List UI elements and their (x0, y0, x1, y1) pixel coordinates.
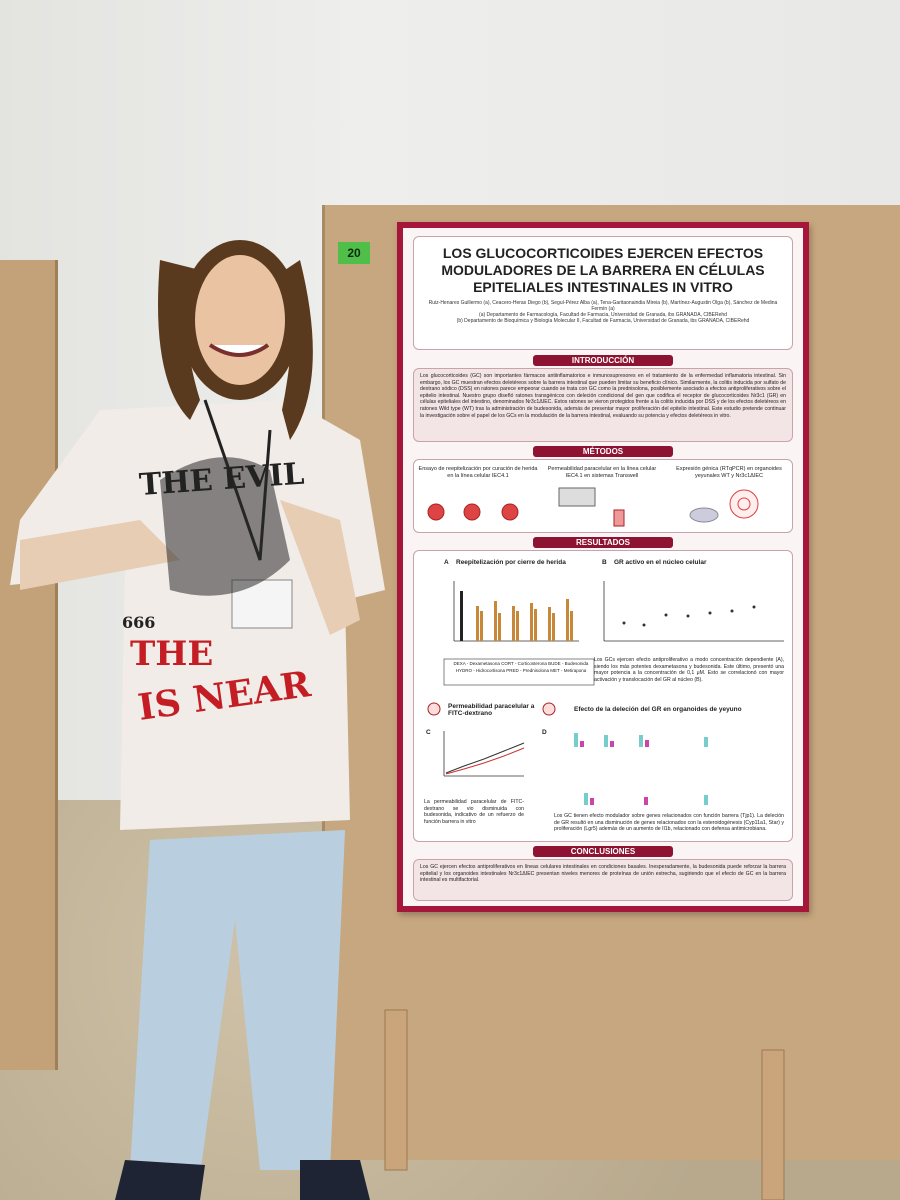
results-text: Los GC tienen efecto modulador sobre gen… (554, 813, 784, 833)
title-box: LOS GLUCOCORTICOIDES EJERCEN EFECTOS MOD… (413, 236, 793, 350)
panel-title: GR activo en el núcleo celular (614, 559, 707, 566)
poster: LOS GLUCOCORTICOIDES EJERCEN EFECTOS MOD… (397, 222, 809, 912)
section-heading: MÉTODOS (533, 446, 673, 457)
results-figures (427, 581, 784, 805)
side-board (0, 260, 58, 1070)
shirt-text: THE (130, 634, 213, 674)
results-text: La permeabilidad paracelular de FITC-dex… (424, 799, 524, 825)
intro-text: Los glucocorticoides (GC) son importante… (420, 373, 786, 419)
intro-box: Los glucocorticoides (GC) son importante… (413, 368, 793, 442)
panel-title: Permeabilidad paracelular a FITC-dextran… (448, 703, 535, 717)
results-box: A Reepitelización por cierre de herida B… (413, 550, 793, 842)
method-item: Ensayo de reepitelización por curación d… (418, 466, 538, 479)
conclusions-box: Los GC ejercen efectos antiproliferativo… (413, 859, 793, 901)
panel-letter: B (602, 559, 607, 566)
affiliation: (a) Departamento de Farmacología, Facult… (479, 312, 727, 318)
panel-letter: A (444, 559, 449, 566)
results-text: Los GCs ejercen efecto antiproliferativo… (594, 657, 784, 683)
panel-letter: C (426, 729, 431, 736)
drug-key: DEXA - Dexametasona CORT - Corticosteron… (453, 661, 589, 673)
methods-box: Ensayo de reepitelización por curación d… (413, 459, 793, 533)
section-heading: CONCLUSIONES (533, 846, 673, 857)
panel-letter: D (542, 729, 547, 736)
person (10, 240, 385, 1200)
method-item: Expresión génica (RTqPCR) en organoides … (676, 466, 782, 479)
shirt-text: 666 (122, 613, 155, 632)
board-number: 20 (338, 242, 370, 264)
affiliation: (b) Departamento de Bioquímica y Biologí… (456, 318, 750, 324)
stand (384, 1009, 785, 1200)
panel-title: Reepitelización por cierre de herida (456, 559, 566, 566)
section-heading: INTRODUCCIÓN (533, 355, 673, 366)
poster-title: LOS GLUCOCORTICOIDES EJERCEN EFECTOS MOD… (441, 245, 765, 295)
panel-title: Efecto de la deleción del GR en organoid… (574, 706, 742, 713)
method-icons (427, 487, 759, 527)
conclusions-text: Los GC ejercen efectos antiproliferativo… (420, 864, 786, 884)
authors: Ruiz-Henares Guillermo (a), Ceacero-Hera… (428, 300, 778, 312)
method-item: Permeabilidad paracelular en la línea ce… (547, 466, 657, 479)
section-heading: RESULTADOS (533, 537, 673, 548)
